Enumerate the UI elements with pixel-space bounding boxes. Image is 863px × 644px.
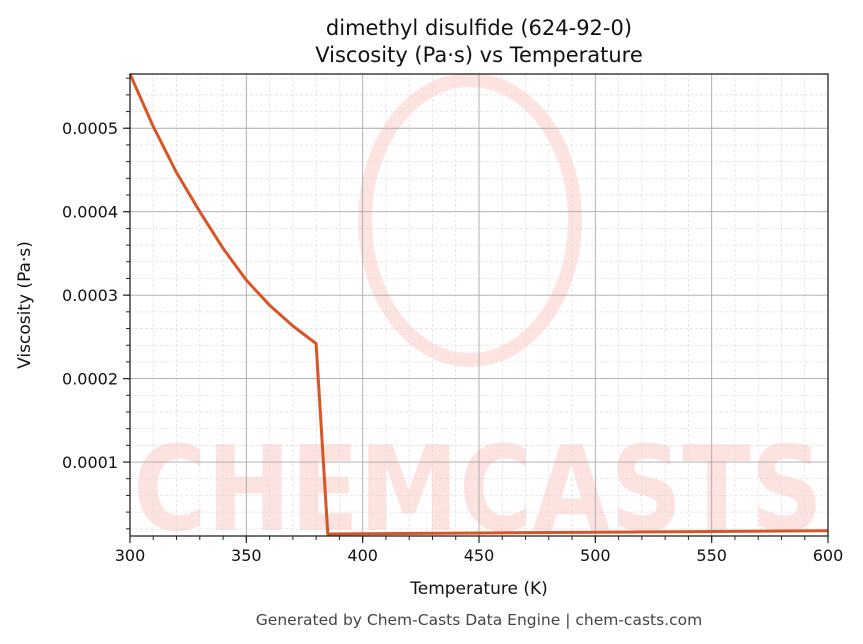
watermark-text: CHEMCASTS [133,420,823,558]
series [128,73,829,536]
footer-credit: Generated by Chem-Casts Data Engine | ch… [256,611,702,629]
y-tick-label: 0.0002 [62,370,118,389]
y-axis-label: Viscosity (Pa·s) [15,241,35,369]
x-tick-label: 350 [231,546,262,565]
x-tick-label: 500 [580,546,611,565]
grid [129,74,829,536]
watermark-circle [358,73,582,367]
axis-ticks: 300 350 400 450 500 550 600 0.0001 0.0002 0.0003 0… [62,77,844,565]
chart-subtitle: Viscosity (Pa·s) vs Temperature [315,43,643,67]
y-tick-label: 0.0005 [62,119,118,138]
y-tick-label: 0.0003 [62,286,118,305]
x-axis-label: Temperature (K) [409,579,548,599]
y-tick-label: 0.0001 [62,453,118,472]
x-tick-label: 600 [813,546,844,565]
x-tick-label: 400 [347,546,378,565]
x-tick-label: 450 [464,546,495,565]
watermark-logo: CHEMCASTS [133,73,823,558]
chart-title: dimethyl disulfide (624-92-0) [326,16,632,40]
x-tick-label: 300 [115,546,146,565]
x-tick-label: 550 [696,546,727,565]
viscosity-line [128,73,829,536]
y-tick-label: 0.0004 [62,203,118,222]
